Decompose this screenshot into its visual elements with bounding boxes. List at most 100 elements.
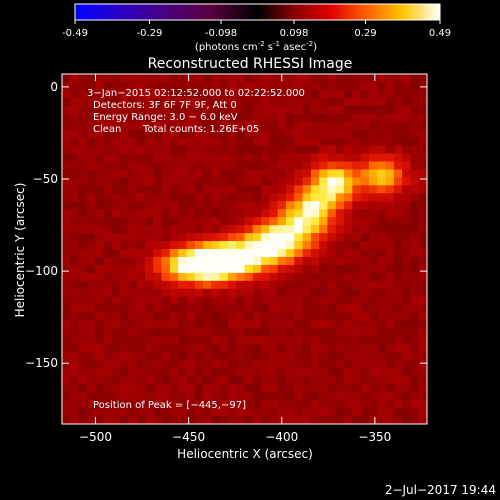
heatmap-cell xyxy=(62,209,71,218)
heatmap-cell xyxy=(95,241,104,250)
heatmap-cell xyxy=(70,416,80,425)
heatmap-cell xyxy=(352,256,362,266)
heatmap-cell xyxy=(319,336,328,345)
heatmap-cell xyxy=(161,74,171,83)
heatmap-cell xyxy=(136,161,146,170)
heatmap-cell xyxy=(335,256,345,266)
heatmap-cell xyxy=(269,360,279,369)
heatmap-cell xyxy=(294,145,304,155)
heatmap-cell xyxy=(169,320,179,330)
heatmap-cell xyxy=(285,89,295,99)
heatmap-cell xyxy=(120,193,129,202)
heatmap-cell xyxy=(186,145,196,155)
heatmap-cell xyxy=(227,74,237,83)
heatmap-cell xyxy=(128,288,138,298)
heatmap-cell xyxy=(203,280,212,290)
heatmap-cell xyxy=(78,113,88,123)
heatmap-cell xyxy=(211,105,221,115)
heatmap-cell xyxy=(128,384,138,393)
heatmap-cell xyxy=(111,209,121,218)
heatmap-cell xyxy=(377,392,387,401)
heatmap-cell xyxy=(203,153,212,162)
heatmap-cell xyxy=(410,113,420,123)
heatmap-cell xyxy=(360,241,370,250)
heatmap-cell xyxy=(161,368,171,377)
heatmap-cell xyxy=(70,113,80,123)
heatmap-cell xyxy=(95,352,104,361)
heatmap-cell xyxy=(78,145,88,155)
heatmap-cell xyxy=(203,169,212,178)
heatmap-cell xyxy=(178,384,187,393)
heatmap-cell xyxy=(78,249,88,258)
heatmap-cell xyxy=(144,280,154,290)
heatmap-cell xyxy=(285,408,295,417)
heatmap-cell xyxy=(153,328,163,337)
heatmap-cell xyxy=(161,121,171,131)
heatmap-cell xyxy=(78,97,88,107)
heatmap-cell xyxy=(86,153,96,162)
heatmap-cell xyxy=(302,169,312,178)
heatmap-cell xyxy=(70,264,80,274)
heatmap-cell xyxy=(103,217,113,226)
heatmap-cell xyxy=(269,129,279,139)
heatmap-cell xyxy=(128,408,138,417)
heatmap-cell xyxy=(402,89,411,99)
heatmap-cell xyxy=(277,217,287,226)
annotation-detectors: Detectors: 3F 6F 7F 9F, Att 0 xyxy=(93,100,237,111)
heatmap-cell xyxy=(319,161,328,170)
heatmap-cell xyxy=(153,256,163,266)
heatmap-cell xyxy=(120,74,129,83)
heatmap-cell xyxy=(120,400,129,409)
heatmap-cell xyxy=(161,137,171,147)
heatmap-cell xyxy=(120,217,129,226)
heatmap-cell xyxy=(352,97,362,107)
heatmap-cell xyxy=(294,384,304,393)
heatmap-cell xyxy=(227,312,237,322)
heatmap-cell xyxy=(169,272,179,282)
heatmap-cell xyxy=(111,137,121,147)
heatmap-cell xyxy=(294,89,304,99)
heatmap-cell xyxy=(144,400,154,409)
heatmap-cell xyxy=(277,193,287,202)
heatmap-cell xyxy=(344,233,353,242)
heatmap-cell xyxy=(178,368,187,377)
heatmap-cell xyxy=(136,392,146,401)
heatmap-cell xyxy=(128,153,138,162)
heatmap-cell xyxy=(310,288,320,298)
heatmap-cell xyxy=(244,233,254,242)
heatmap-cell xyxy=(128,113,138,123)
heatmap-cell xyxy=(285,320,295,330)
heatmap-cell xyxy=(120,392,129,401)
heatmap-cell xyxy=(227,201,237,210)
y-tick-label: −50 xyxy=(33,172,58,186)
heatmap-cell xyxy=(186,304,196,314)
heatmap-cell xyxy=(236,400,245,409)
heatmap-cell xyxy=(236,81,245,91)
heatmap-cell xyxy=(178,360,187,369)
heatmap-cell xyxy=(277,352,287,361)
heatmap-cell xyxy=(319,368,328,377)
heatmap-cell xyxy=(360,209,370,218)
heatmap-cell xyxy=(385,296,395,306)
heatmap-cell xyxy=(86,392,96,401)
heatmap-cell xyxy=(418,408,428,417)
heatmap-cell xyxy=(344,256,353,266)
heatmap-cell xyxy=(418,177,428,186)
heatmap-cell xyxy=(169,400,179,409)
heatmap-cell xyxy=(352,129,362,139)
heatmap-cell xyxy=(161,352,171,361)
heatmap-cell xyxy=(62,264,71,274)
heatmap-cell xyxy=(244,225,254,234)
heatmap-cell xyxy=(285,288,295,298)
heatmap-cell xyxy=(410,360,420,369)
heatmap-cell xyxy=(285,416,295,425)
heatmap-cell xyxy=(78,137,88,147)
heatmap-cell xyxy=(95,81,104,91)
heatmap-cell xyxy=(335,280,345,290)
heatmap-cell xyxy=(219,368,229,377)
heatmap-cell xyxy=(219,169,229,178)
heatmap-cell xyxy=(136,320,146,330)
heatmap-cell xyxy=(186,121,196,131)
heatmap-cell xyxy=(95,89,104,99)
heatmap-cell xyxy=(86,177,96,186)
